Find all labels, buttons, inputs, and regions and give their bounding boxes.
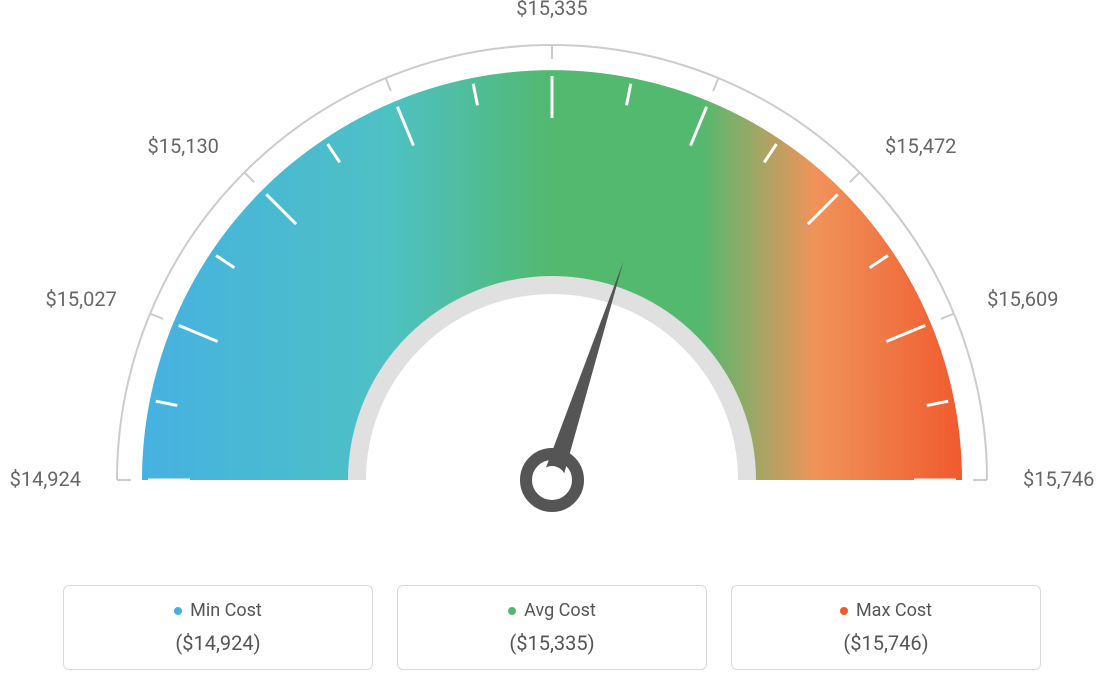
gauge-chart: $14,924 $15,027 $15,130 $15,335 $15,472 $15,6… (0, 0, 1104, 560)
legend-label-min: Min Cost (190, 600, 262, 621)
legend-label-row-min: Min Cost (74, 600, 362, 621)
legend-value-min: ($14,924) (74, 631, 362, 655)
gauge-tick-label: $15,027 (45, 287, 116, 311)
legend-card-min: Min Cost ($14,924) (63, 585, 373, 670)
legend-label-max: Max Cost (856, 600, 932, 621)
legend-dot-min (174, 607, 182, 615)
legend-row: Min Cost ($14,924) Avg Cost ($15,335) Ma… (0, 585, 1104, 670)
legend-label-avg: Avg Cost (524, 600, 596, 621)
gauge-tick-label: $14,924 (10, 467, 81, 491)
gauge-tick-label: $15,472 (885, 134, 956, 158)
legend-card-avg: Avg Cost ($15,335) (397, 585, 707, 670)
legend-label-row-max: Max Cost (742, 600, 1030, 621)
cost-gauge-page: $14,924 $15,027 $15,130 $15,335 $15,472 $15,6… (0, 0, 1104, 690)
legend-value-avg: ($15,335) (408, 631, 696, 655)
legend-value-max: ($15,746) (742, 631, 1030, 655)
legend-card-max: Max Cost ($15,746) (731, 585, 1041, 670)
legend-dot-avg (508, 607, 516, 615)
gauge-tick-label: $15,609 (987, 287, 1058, 311)
legend-label-row-avg: Avg Cost (408, 600, 696, 621)
gauge-tick-label: $15,130 (148, 134, 219, 158)
gauge-tick-label: $15,335 (516, 0, 587, 20)
legend-dot-max (840, 607, 848, 615)
gauge-svg: $14,924 $15,027 $15,130 $15,335 $15,472 $15,6… (0, 0, 1104, 560)
gauge-tick-label: $15,746 (1023, 467, 1094, 491)
